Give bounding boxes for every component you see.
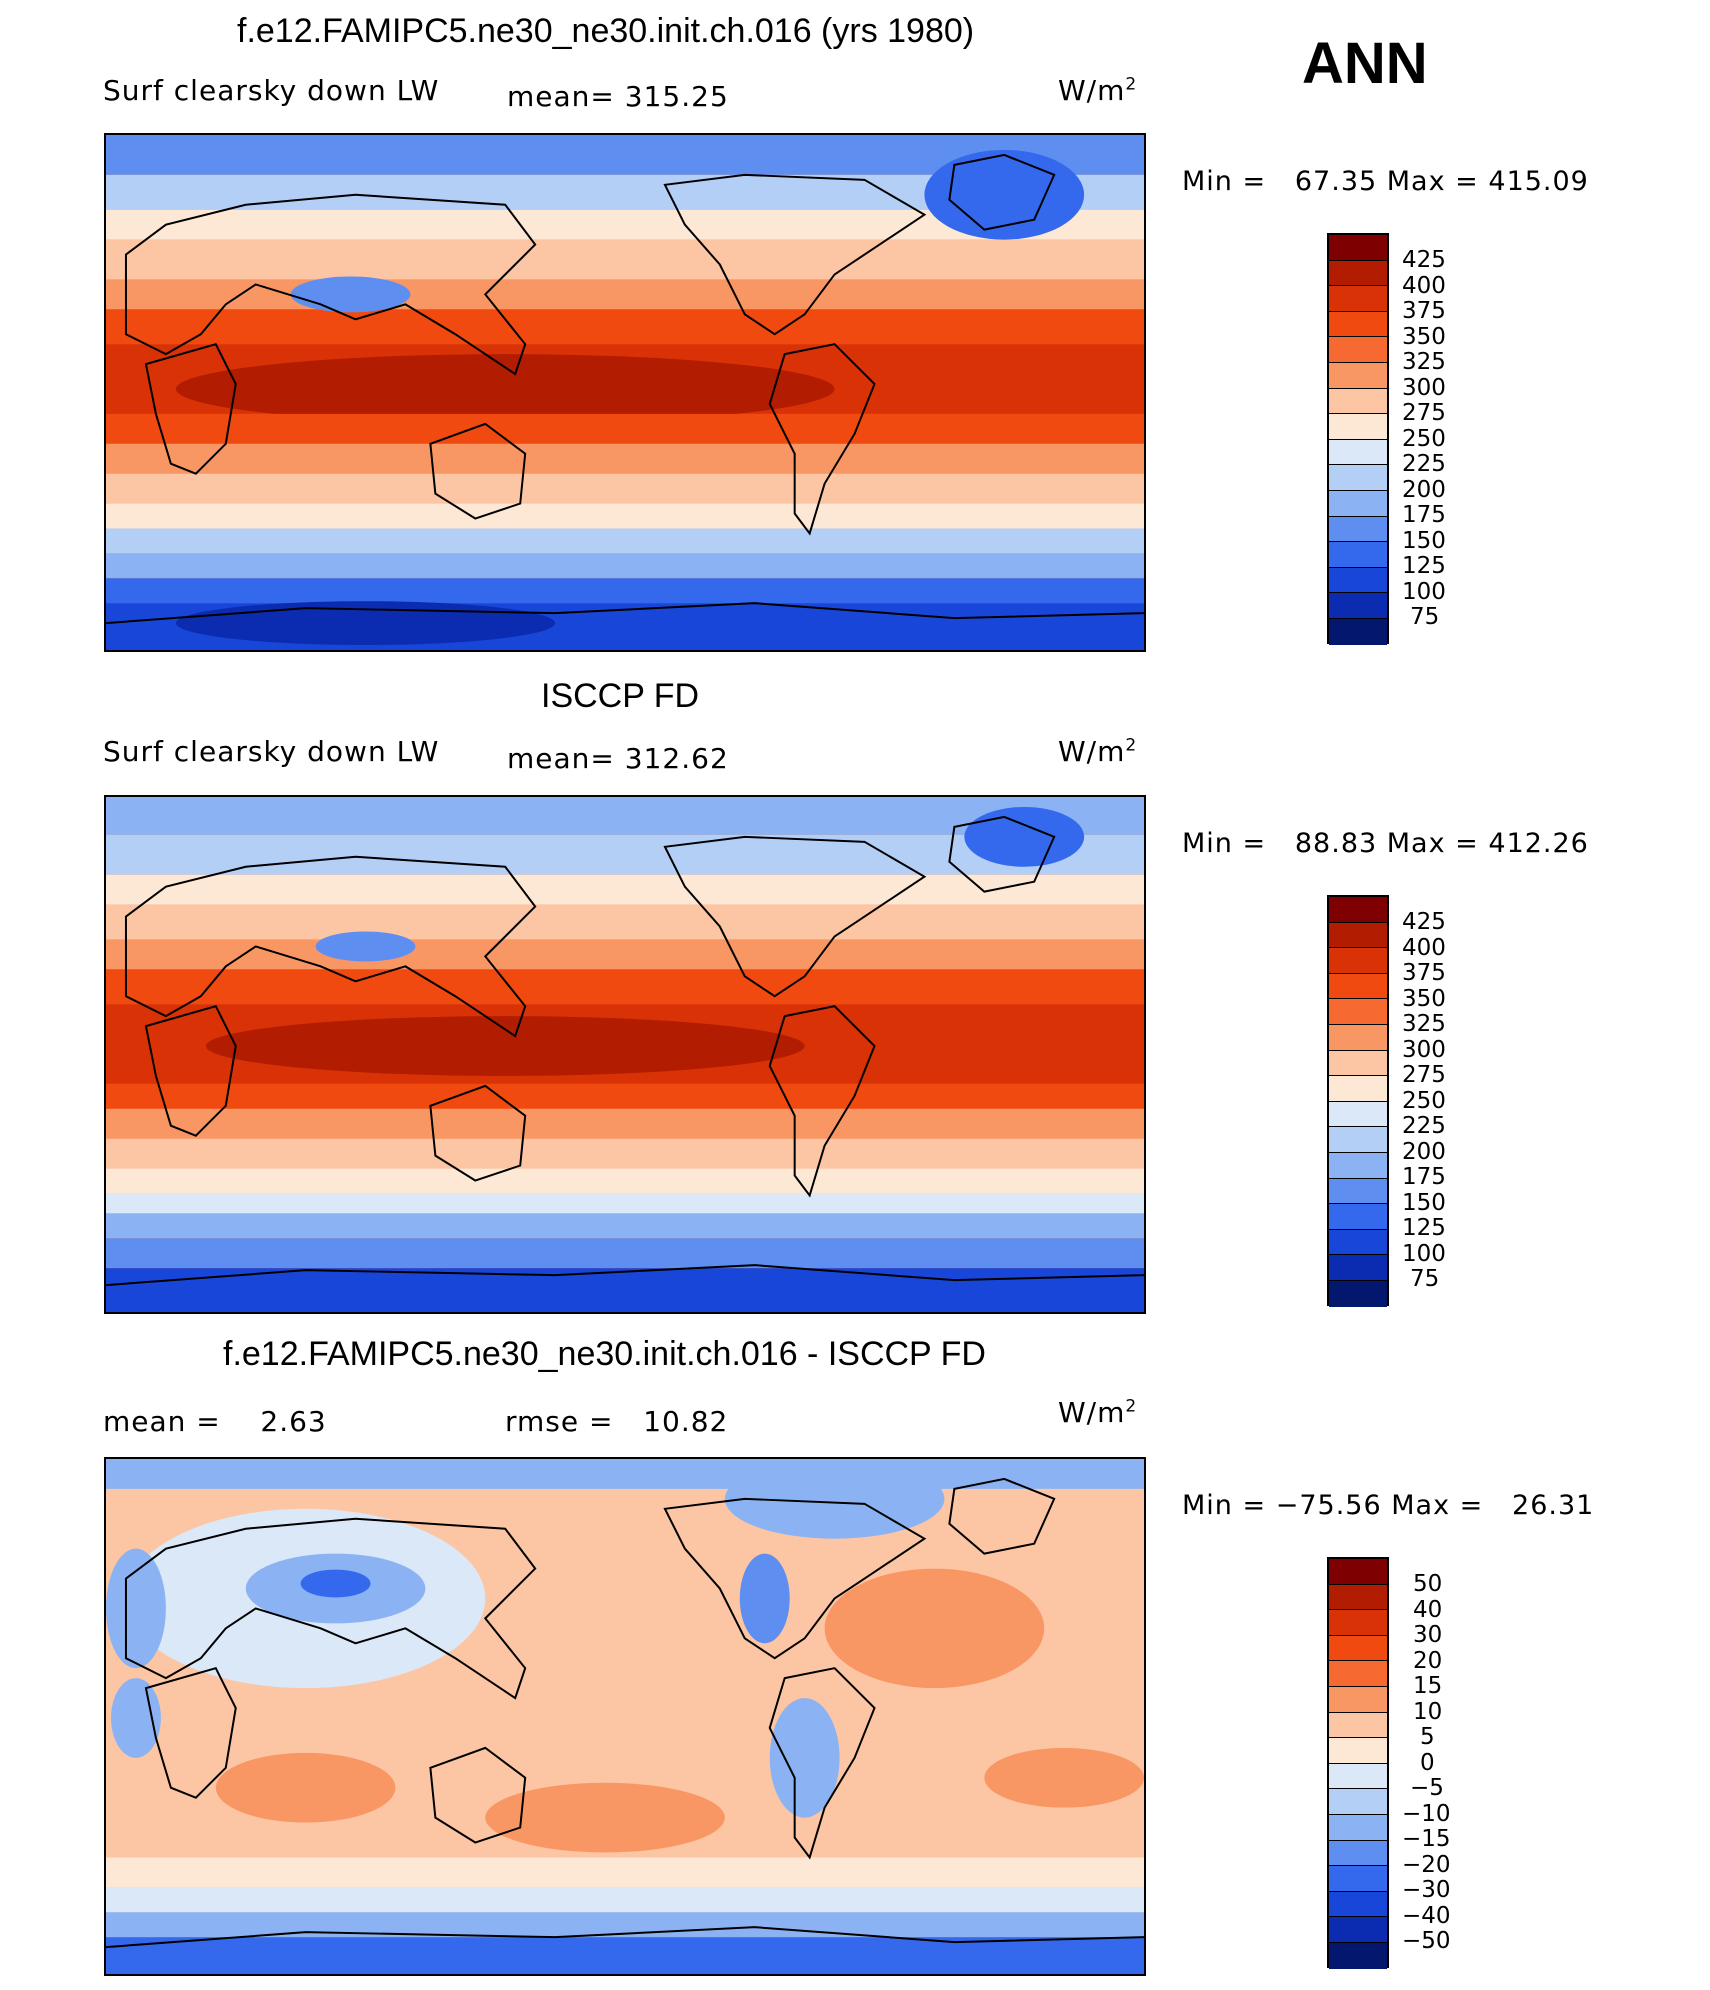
colorbar2-tick: 200 — [1402, 1139, 1446, 1165]
colorbar1-tick: 350 — [1402, 324, 1446, 350]
colorbar2-tick: 325 — [1402, 1011, 1446, 1037]
panel2-minmax: Min = 88.83 Max = 412.26 — [1182, 828, 1589, 859]
panel3-map — [104, 1457, 1146, 1976]
colorbar3-tick: 10 — [1413, 1699, 1443, 1725]
colorbar3-tick: 40 — [1413, 1597, 1443, 1623]
colorbar3-tick: −50 — [1402, 1928, 1451, 1954]
colorbar1-tick: 100 — [1402, 579, 1446, 605]
colorbar1-tick: 175 — [1402, 502, 1446, 528]
colorbar2-tick: 150 — [1402, 1190, 1446, 1216]
colorbar3-tick: −30 — [1402, 1877, 1451, 1903]
colorbar2-tick: 425 — [1402, 909, 1446, 935]
panel2-title: ISCCP FD — [541, 677, 700, 715]
panel3-mean: mean = 2.63 — [103, 1405, 327, 1438]
panel1-title: f.e12.FAMIPC5.ne30_ne30.init.ch.016 (yrs… — [237, 12, 975, 50]
colorbar1-tick: 425 — [1402, 247, 1446, 273]
panel3-title: f.e12.FAMIPC5.ne30_ne30.init.ch.016 - IS… — [223, 1335, 986, 1373]
panel1-colorbar — [1327, 233, 1389, 645]
colorbar1-tick: 325 — [1402, 349, 1446, 375]
colorbar2-tick: 75 — [1410, 1266, 1440, 1292]
panel1-units: W/m2 — [1058, 74, 1138, 107]
panel1-mean-value: 315.25 — [624, 80, 729, 113]
panel3-max-value: 26.31 — [1512, 1490, 1595, 1521]
panel1-max-value: 415.09 — [1488, 166, 1589, 197]
panel3-minmax: Min = −75.56 Max = 26.31 — [1182, 1490, 1595, 1521]
panel2-colorbar — [1327, 895, 1389, 1307]
panel3-mean-value: 2.63 — [260, 1405, 327, 1438]
panel3-rmse-value: 10.82 — [643, 1405, 729, 1438]
panel1-min-value: 67.35 — [1294, 166, 1378, 197]
colorbar3-tick: 0 — [1420, 1750, 1435, 1776]
colorbar2-tick: 275 — [1402, 1062, 1446, 1088]
colorbar1-tick: 375 — [1402, 298, 1446, 324]
colorbar2-tick: 400 — [1402, 935, 1446, 961]
panel1-mean-label: mean= — [507, 80, 615, 113]
colorbar2-tick: 375 — [1402, 960, 1446, 986]
colorbar3-tick: 5 — [1420, 1724, 1435, 1750]
colorbar1-tick: 150 — [1402, 528, 1446, 554]
panel2-map — [104, 795, 1146, 1314]
colorbar1-tick: 75 — [1410, 604, 1440, 630]
colorbar1-tick: 300 — [1402, 375, 1446, 401]
colorbar1-tick: 275 — [1402, 400, 1446, 426]
colorbar2-tick: 100 — [1402, 1241, 1446, 1267]
panel2-variable: Surf clearsky down LW — [103, 735, 440, 768]
colorbar3-tick: −15 — [1402, 1826, 1451, 1852]
colorbar3-tick: −20 — [1402, 1852, 1451, 1878]
panel3-min-value: −75.56 — [1275, 1490, 1382, 1521]
colorbar2-tick: 175 — [1402, 1164, 1446, 1190]
panel1-variable: Surf clearsky down LW — [103, 74, 440, 107]
colorbar3-tick: 30 — [1413, 1622, 1443, 1648]
panel1-mean: mean= 315.25 — [507, 80, 729, 113]
panel3-rmse: rmse = 10.82 — [505, 1405, 729, 1438]
panel1-minmax: Min = 67.35 Max = 415.09 — [1182, 166, 1589, 197]
colorbar1-tick: 400 — [1402, 273, 1446, 299]
season-label: ANN — [1302, 31, 1428, 96]
colorbar3-tick: 20 — [1413, 1648, 1443, 1674]
panel2-min-value: 88.83 — [1294, 828, 1378, 859]
panel2-mean: mean= 312.62 — [507, 742, 729, 775]
colorbar1-tick: 250 — [1402, 426, 1446, 452]
panel1-map — [104, 133, 1146, 652]
colorbar2-tick: 250 — [1402, 1088, 1446, 1114]
panel3-units: W/m2 — [1058, 1396, 1138, 1429]
colorbar2-tick: 225 — [1402, 1113, 1446, 1139]
colorbar3-tick: −40 — [1402, 1903, 1451, 1929]
colorbar3-tick: 15 — [1413, 1673, 1443, 1699]
panel2-max-value: 412.26 — [1488, 828, 1589, 859]
colorbar3-tick: −5 — [1410, 1775, 1444, 1801]
colorbar3-tick: −10 — [1402, 1801, 1451, 1827]
panel2-units: W/m2 — [1058, 735, 1138, 768]
panel2-mean-value: 312.62 — [624, 742, 729, 775]
colorbar1-tick: 125 — [1402, 553, 1446, 579]
panel3-colorbar — [1327, 1557, 1389, 1969]
colorbar3-tick: 50 — [1413, 1571, 1443, 1597]
colorbar2-tick: 350 — [1402, 986, 1446, 1012]
colorbar2-tick: 300 — [1402, 1037, 1446, 1063]
colorbar2-tick: 125 — [1402, 1215, 1446, 1241]
colorbar1-tick: 200 — [1402, 477, 1446, 503]
colorbar1-tick: 225 — [1402, 451, 1446, 477]
